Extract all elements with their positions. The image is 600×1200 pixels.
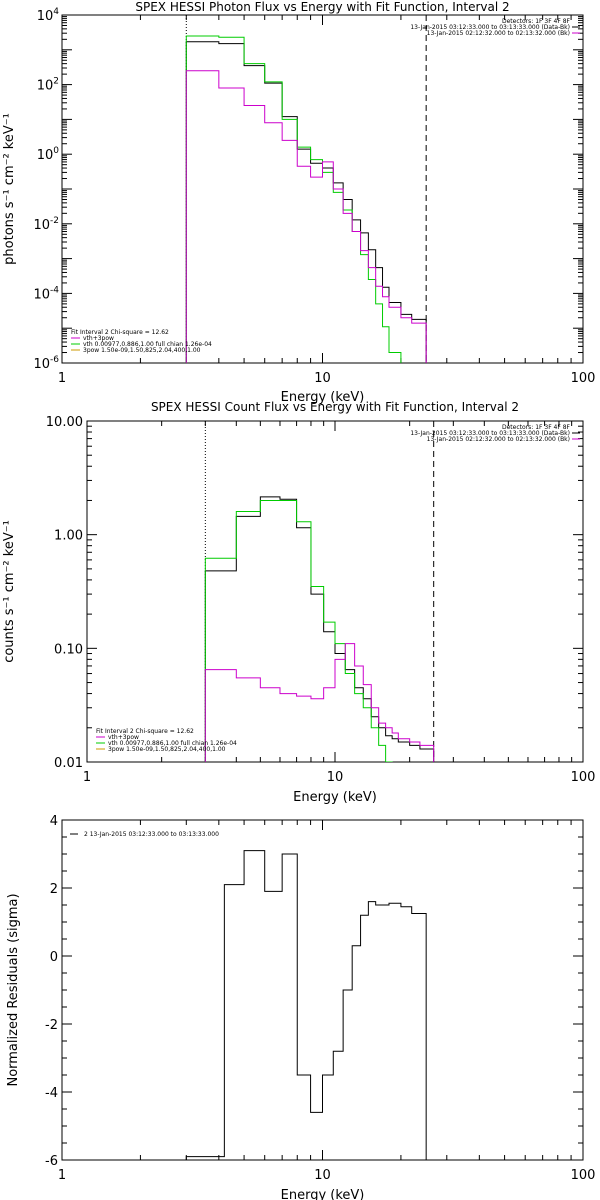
legend-top-entry: Detectors: 1F 3F 4F 8F [502, 18, 571, 25]
legend-bottom-entry: vth 0.00977,0.886,1.00 full chian 1.26e-… [83, 341, 212, 348]
chart-panel-3: 1 10 100 Energy (keV) 4 2 0 -2 -4 -6 Normalized Re… [6, 814, 595, 1200]
chart-title: SPEX HESSI Photon Flux vs Energy with Fi… [135, 0, 509, 14]
chart-panel-1: SPEX HESSI Photon Flux vs Energy with Fi… [2, 0, 595, 405]
x-axis-label: Energy (keV) [281, 1188, 365, 1200]
legend-bottom-entry: Fit Interval 2 Chi-square = 12.62 [96, 728, 194, 735]
y-tick-label: -2 [45, 1018, 58, 1033]
y-axis-label: counts s⁻¹ cm⁻² keV⁻¹ [2, 520, 17, 663]
series-line-fit [185, 35, 402, 363]
legend-bottom-entry: vth+3pow [83, 335, 114, 342]
y-tick-label: -6 [45, 1154, 58, 1169]
x-tick-label: 1 [58, 1168, 66, 1183]
y-tick-label: 0.10 [54, 642, 83, 657]
x-axis-label: Energy (keV) [281, 390, 365, 405]
x-axis-label: Energy (keV) [293, 790, 377, 805]
x-tick-label: 10 [314, 1168, 331, 1183]
legend-bottom-entry: 3pow 1.50e-09,1.50,825,2.04,400,1.00 [108, 746, 226, 753]
x-tick-label: 100 [571, 371, 596, 386]
legend-bottom-entry: vth 0.00977,0.886,1.00 full chian 1.26e-… [108, 740, 237, 747]
x-tick-label: 1 [83, 770, 91, 785]
y-axis-label: Normalized Residuals (sigma) [6, 893, 21, 1086]
series-line-bk [185, 70, 427, 363]
y-tick-label: 10.00 [46, 415, 83, 430]
y-tick-label: 10-4 [33, 285, 59, 302]
series-line-data-bk [204, 496, 435, 762]
legend-bottom-entry: 3pow 1.50e-09,1.50,825,2.04,400,1.00 [83, 347, 201, 354]
y-tick-label: 102 [37, 77, 59, 94]
y-tick-label: 10-6 [33, 355, 59, 372]
chart-panel-2: SPEX HESSI Count Flux vs Energy with Fit… [2, 400, 595, 805]
legend-top-entry: 13-Jan-2015 03:12:33.000 to 03:13:33.000… [410, 430, 570, 437]
series-line-bk [204, 643, 435, 762]
y-tick-label: 0 [50, 950, 58, 965]
x-tick-label: 100 [571, 1168, 596, 1183]
x-tick-label: 1 [58, 371, 66, 386]
x-tick-label: 100 [571, 770, 596, 785]
y-tick-label: 100 [37, 146, 60, 163]
y-tick-label: 2 [50, 882, 58, 897]
y-axis-label: photons s⁻¹ cm⁻² keV⁻¹ [2, 113, 17, 265]
chart-title: SPEX HESSI Count Flux vs Energy with Fit… [151, 400, 519, 414]
y-tick-label: -4 [45, 1086, 58, 1101]
y-tick-label: 10-2 [33, 216, 59, 233]
legend-top-entry: 13-Jan-2015 02:12:32.000 to 02:13:32.000… [427, 436, 570, 443]
x-tick-label: 10 [314, 371, 331, 386]
legend-top-entry: Detectors: 1F 3F 4F 8F [502, 424, 571, 431]
y-tick-label: 4 [50, 814, 58, 829]
series-line-fit [204, 499, 393, 762]
legend-top-entry: 13-Jan-2015 03:12:33.000 to 03:13:33.000… [410, 24, 570, 31]
plot-frame [61, 14, 584, 364]
y-tick-label: 0.01 [54, 756, 83, 771]
legend-entry: 2 13-Jan-2015 03:12:33.000 to 03:13:33.0… [84, 831, 219, 838]
x-tick-label: 10 [327, 770, 344, 785]
legend-top-entry: 13-Jan-2015 02:12:32.000 to 02:13:32.000… [427, 30, 570, 37]
legend-bottom-entry: Fit Interval 2 Chi-square = 12.62 [71, 329, 169, 336]
series-line-residuals [185, 850, 427, 1160]
y-tick-label: 104 [37, 7, 60, 24]
legend-bottom-entry: vth+3pow [108, 734, 139, 741]
y-tick-label: 1.00 [54, 529, 83, 544]
plot-frame [86, 420, 584, 763]
series-line-data-bk [185, 41, 427, 363]
